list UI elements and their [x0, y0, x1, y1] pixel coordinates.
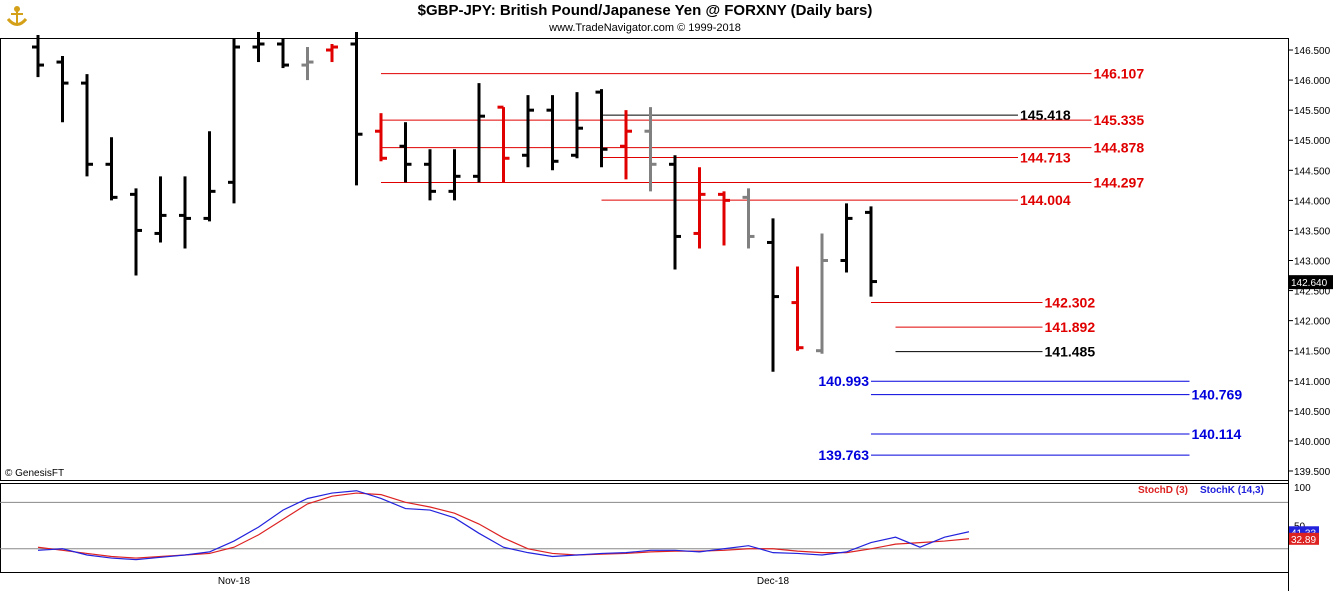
stochd-last-value: 32.89 [1291, 535, 1316, 546]
level-label: 142.302 [1045, 294, 1096, 310]
x-axis-label: Dec-18 [757, 576, 790, 587]
level-label: 144.004 [1020, 192, 1071, 208]
price-tick-label: 139.500 [1294, 467, 1331, 478]
price-tick-label: 143.500 [1294, 226, 1331, 237]
price-tick-label: 145.000 [1294, 136, 1331, 147]
legend-stochk: StochK (14,3) [1200, 485, 1264, 496]
stochastic-panel-frame [0, 483, 1289, 573]
price-tick-label: 144.000 [1294, 196, 1331, 207]
price-tick-label: 140.500 [1294, 407, 1331, 418]
price-tick-label: 146.500 [1294, 46, 1331, 57]
ship-anchor-icon [4, 3, 30, 34]
level-label: 145.335 [1094, 112, 1145, 128]
level-label: 140.114 [1192, 426, 1242, 442]
price-tick-label: 143.000 [1294, 257, 1331, 268]
price-tick-label: 144.500 [1294, 166, 1331, 177]
level-label: 144.878 [1094, 140, 1145, 156]
price-tick-label: 142.000 [1294, 317, 1331, 328]
last-price-tag [1289, 275, 1333, 290]
level-label: 140.769 [1192, 387, 1243, 403]
price-panel-frame [0, 38, 1289, 481]
level-label: 140.993 [818, 373, 869, 389]
level-label: 146.107 [1094, 66, 1145, 82]
level-label: 145.418 [1020, 107, 1071, 123]
price-tick-label: 145.500 [1294, 106, 1331, 117]
level-label: 141.485 [1045, 344, 1096, 360]
level-label: 141.892 [1045, 319, 1096, 335]
x-axis-label: Nov-18 [218, 576, 251, 587]
price-tick-label: 140.000 [1294, 437, 1331, 448]
chart-title: $GBP-JPY: British Pound/Japanese Yen @ F… [417, 2, 873, 19]
price-tick-label: 142.500 [1294, 287, 1331, 298]
stochd-last-tag [1289, 532, 1319, 545]
level-label: 144.297 [1094, 175, 1145, 191]
price-tick-label: 146.000 [1294, 76, 1331, 87]
level-label: 144.713 [1020, 149, 1071, 165]
level-label: 139.763 [818, 447, 869, 463]
chart-subtitle: www.TradeNavigator.com © 1999-2018 [549, 22, 741, 34]
stoch-tick-label: 100 [1294, 483, 1311, 494]
price-tick-label: 141.500 [1294, 347, 1331, 358]
copyright-text: © GenesisFT [5, 468, 65, 479]
last-price-value: 142.640 [1291, 278, 1328, 289]
legend-stochd: StochD (3) [1138, 485, 1188, 496]
stochk-line [37, 490, 970, 561]
price-tick-label: 141.000 [1294, 377, 1331, 388]
